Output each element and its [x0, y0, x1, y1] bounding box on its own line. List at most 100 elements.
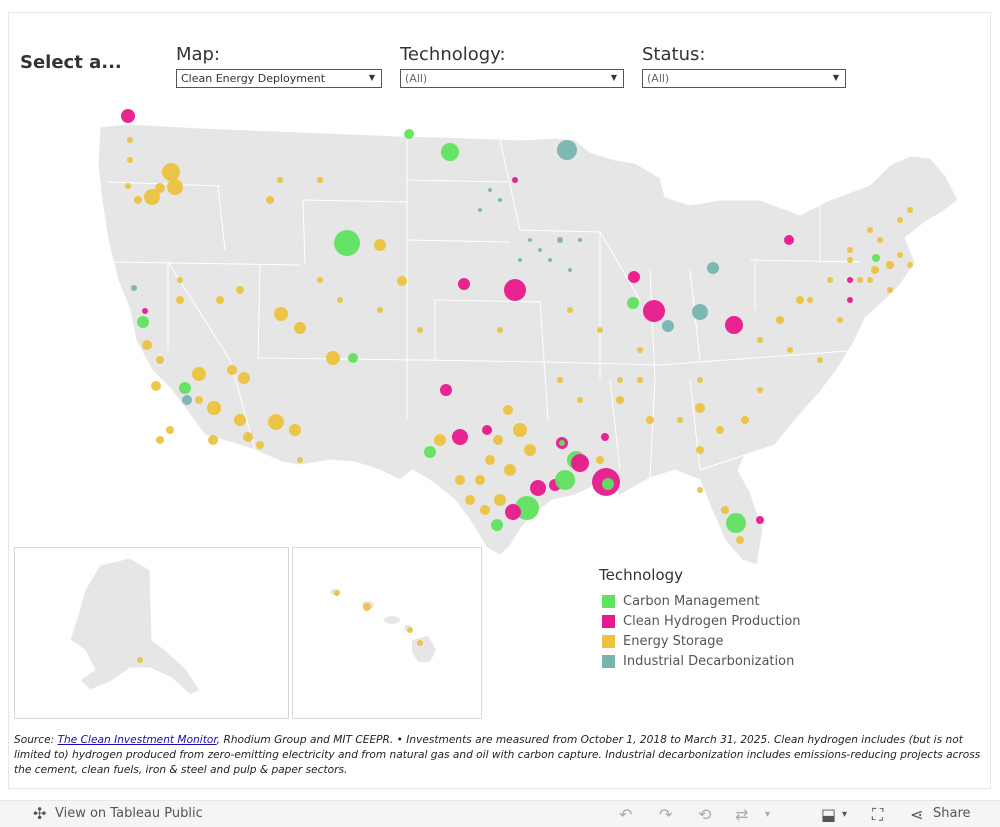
project-dot[interactable] — [897, 217, 903, 223]
project-dot[interactable] — [134, 196, 142, 204]
project-dot[interactable] — [334, 590, 340, 596]
project-dot[interactable] — [417, 640, 423, 646]
legend-item-carbon-management[interactable]: Carbon Management — [599, 591, 801, 611]
project-dot[interactable] — [725, 316, 743, 334]
undo-icon[interactable]: ↶ — [619, 805, 633, 824]
project-dot[interactable] — [796, 296, 804, 304]
project-dot[interactable] — [736, 536, 744, 544]
project-dot[interactable] — [317, 277, 323, 283]
project-dot[interactable] — [528, 238, 532, 242]
project-dot[interactable] — [867, 227, 873, 233]
project-dot[interactable] — [617, 377, 623, 383]
project-dot[interactable] — [597, 327, 603, 333]
project-dot[interactable] — [847, 247, 853, 253]
project-dot[interactable] — [577, 397, 583, 403]
project-dot[interactable] — [424, 446, 436, 458]
project-dot[interactable] — [498, 198, 502, 202]
project-dot[interactable] — [756, 516, 764, 524]
redo-icon[interactable]: ↷ — [659, 805, 673, 824]
project-dot[interactable] — [907, 207, 913, 213]
project-dot[interactable] — [867, 277, 873, 283]
project-dot[interactable] — [277, 177, 283, 183]
project-dot[interactable] — [125, 183, 131, 189]
project-dots[interactable] — [121, 109, 913, 663]
project-dot[interactable] — [404, 129, 414, 139]
project-dot[interactable] — [182, 395, 192, 405]
project-dot[interactable] — [515, 496, 539, 520]
project-dot[interactable] — [637, 377, 643, 383]
project-dot[interactable] — [494, 494, 506, 506]
project-dot[interactable] — [334, 230, 360, 256]
project-dot[interactable] — [578, 238, 582, 242]
project-dot[interactable] — [407, 627, 413, 633]
project-dot[interactable] — [142, 308, 148, 314]
project-dot[interactable] — [485, 455, 495, 465]
project-dot[interactable] — [696, 446, 704, 454]
project-dot[interactable] — [557, 140, 577, 160]
project-dot[interactable] — [571, 454, 589, 472]
project-dot[interactable] — [887, 287, 893, 293]
project-dot[interactable] — [131, 285, 137, 291]
project-dot[interactable] — [538, 248, 542, 252]
fullscreen-icon[interactable]: ⛶ — [872, 805, 884, 824]
project-dot[interactable] — [662, 320, 674, 332]
project-dot[interactable] — [397, 276, 407, 286]
project-dot[interactable] — [596, 456, 604, 464]
project-dot[interactable] — [493, 435, 503, 445]
project-dot[interactable] — [491, 519, 503, 531]
project-dot[interactable] — [568, 268, 572, 272]
project-dot[interactable] — [482, 425, 492, 435]
project-dot[interactable] — [208, 435, 218, 445]
project-dot[interactable] — [176, 296, 184, 304]
project-dot[interactable] — [512, 177, 518, 183]
project-dot[interactable] — [137, 316, 149, 328]
project-dot[interactable] — [377, 307, 383, 313]
legend-item-industrial-decarbonization[interactable]: Industrial Decarbonization — [599, 651, 801, 671]
project-dot[interactable] — [317, 177, 323, 183]
project-dot[interactable] — [155, 183, 165, 193]
project-dot[interactable] — [602, 478, 614, 490]
project-dot[interactable] — [847, 297, 853, 303]
project-dot[interactable] — [505, 504, 521, 520]
project-dot[interactable] — [166, 426, 174, 434]
project-dot[interactable] — [142, 340, 152, 350]
project-dot[interactable] — [274, 307, 288, 321]
project-dot[interactable] — [127, 137, 133, 143]
project-dot[interactable] — [817, 357, 823, 363]
project-dot[interactable] — [151, 381, 161, 391]
project-dot[interactable] — [557, 377, 563, 383]
project-dot[interactable] — [513, 423, 527, 437]
project-dot[interactable] — [716, 426, 724, 434]
project-dot[interactable] — [530, 480, 546, 496]
project-dot[interactable] — [847, 277, 853, 283]
project-dot[interactable] — [637, 347, 643, 353]
source-link[interactable]: The Clean Investment Monitor — [57, 734, 217, 746]
project-dot[interactable] — [555, 470, 575, 490]
project-dot[interactable] — [478, 208, 482, 212]
legend-item-clean-hydrogen[interactable]: Clean Hydrogen Production — [599, 611, 801, 631]
project-dot[interactable] — [177, 277, 183, 283]
project-dot[interactable] — [721, 506, 729, 514]
project-dot[interactable] — [628, 271, 640, 283]
project-dot[interactable] — [289, 424, 301, 436]
project-dot[interactable] — [524, 444, 536, 456]
project-dot[interactable] — [707, 262, 719, 274]
project-dot[interactable] — [417, 327, 423, 333]
project-dot[interactable] — [567, 307, 573, 313]
project-dot[interactable] — [458, 278, 470, 290]
project-dot[interactable] — [207, 401, 221, 415]
project-dot[interactable] — [121, 109, 135, 123]
status-filter-dropdown[interactable]: (All) ▼ — [642, 69, 846, 88]
project-dot[interactable] — [504, 464, 516, 476]
share-button[interactable]: Share — [933, 806, 971, 821]
project-dot[interactable] — [434, 434, 446, 446]
project-dot[interactable] — [475, 475, 485, 485]
project-dot[interactable] — [601, 433, 609, 441]
project-dot[interactable] — [234, 414, 246, 426]
project-dot[interactable] — [518, 258, 522, 262]
project-dot[interactable] — [847, 257, 853, 263]
project-dot[interactable] — [440, 384, 452, 396]
revert-icon[interactable]: ⟲ — [698, 805, 712, 824]
project-dot[interactable] — [488, 188, 492, 192]
project-dot[interactable] — [326, 351, 340, 365]
